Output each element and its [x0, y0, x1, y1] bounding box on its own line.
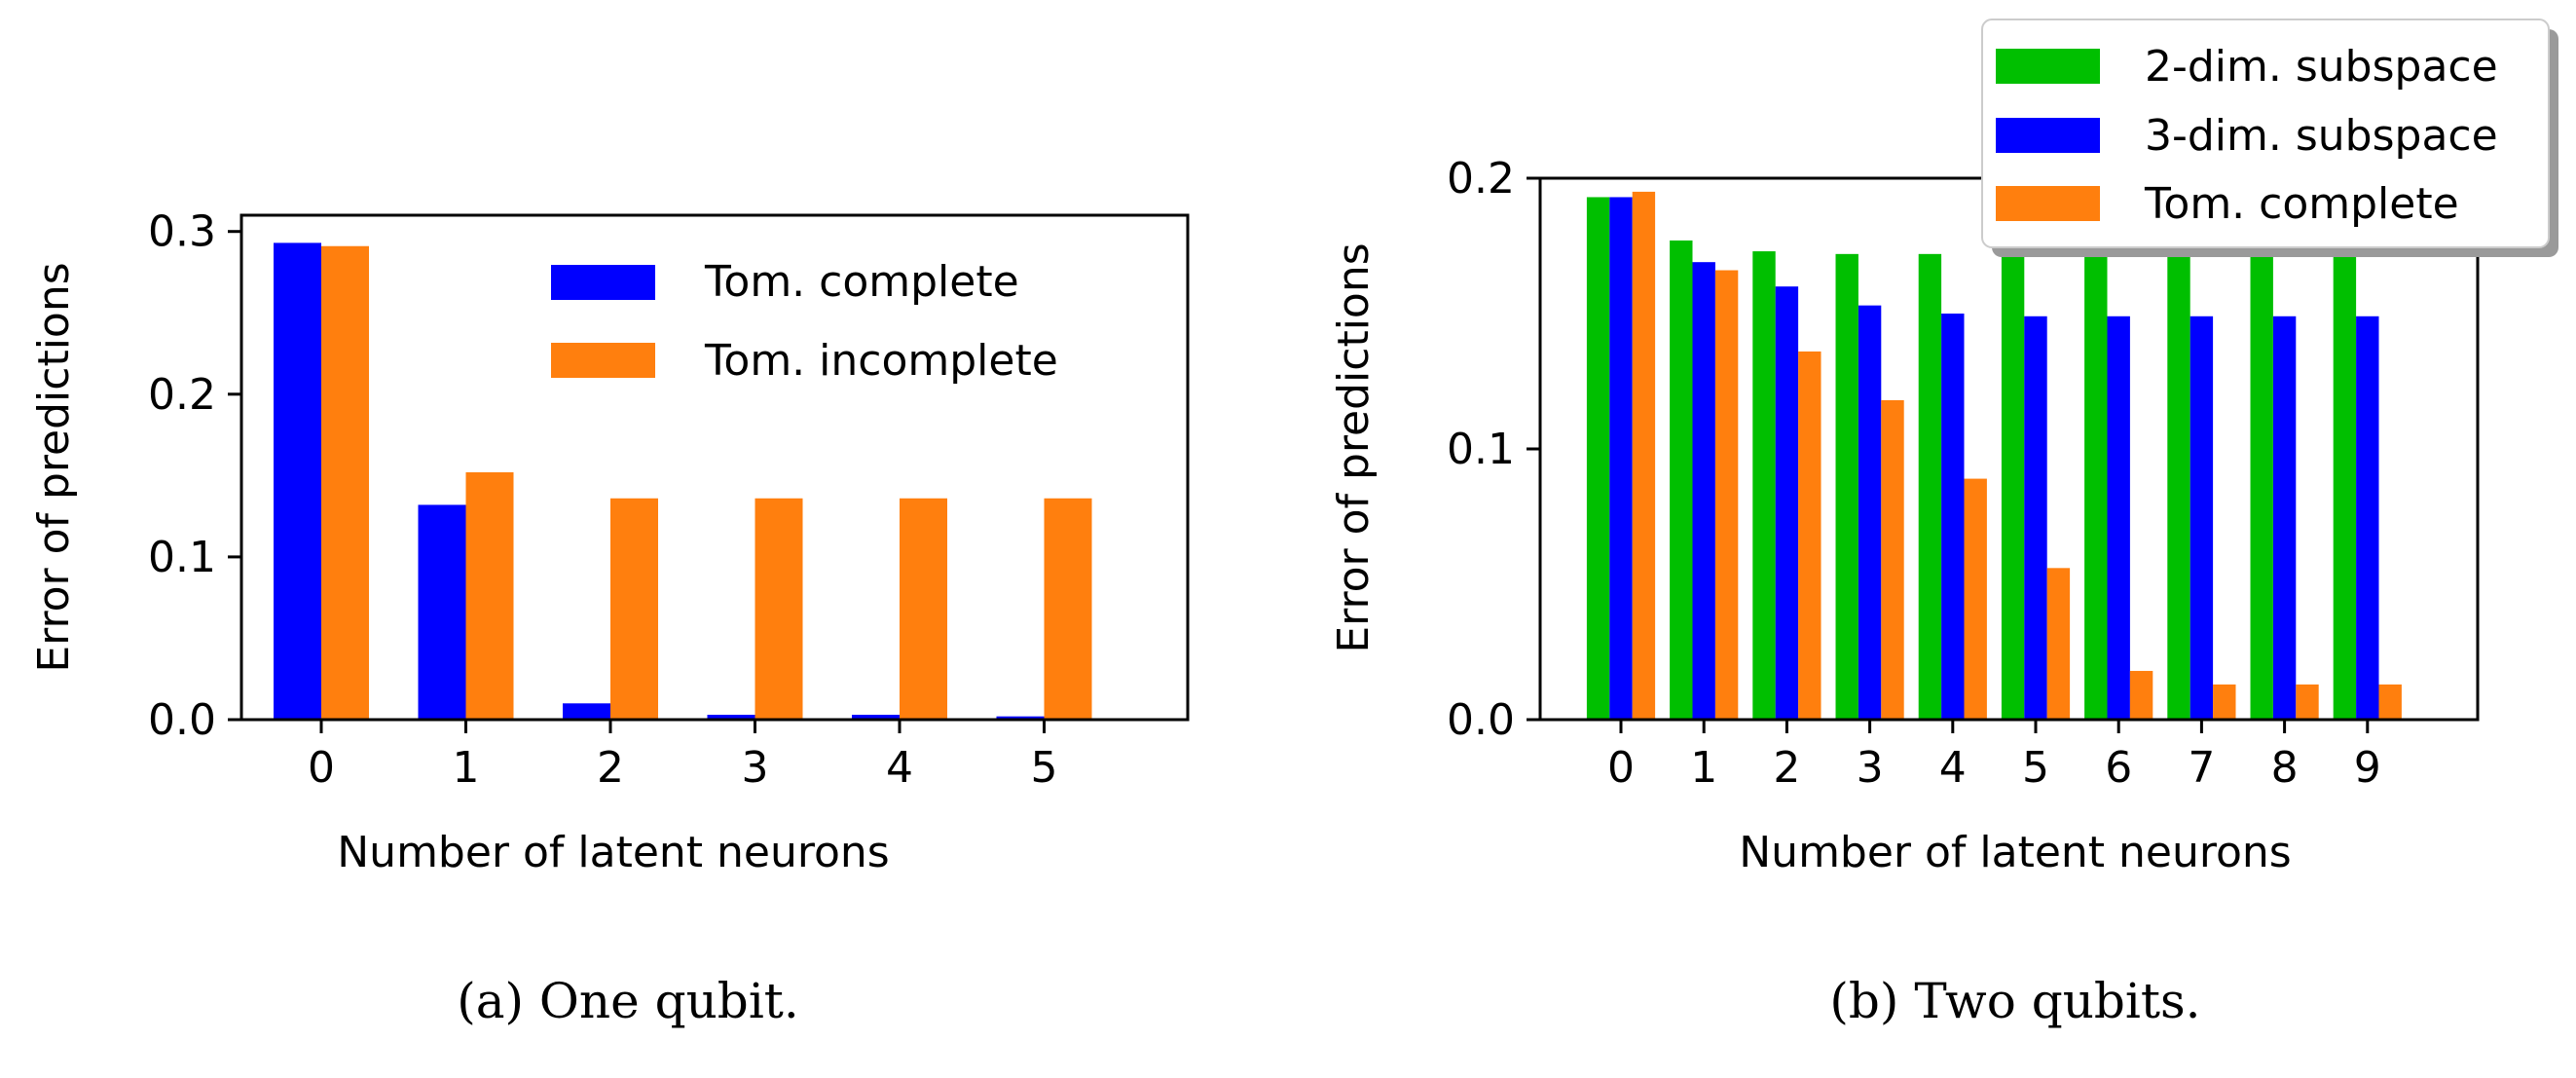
bar: [2024, 316, 2047, 720]
y-tick-label: 0.1: [148, 533, 216, 582]
x-tick-label: 2: [597, 743, 624, 793]
bar: [2356, 316, 2379, 720]
x-tick-label: 4: [886, 743, 913, 793]
bar: [2084, 253, 2108, 720]
bar: [852, 714, 900, 720]
legend-swatch: [551, 265, 655, 300]
x-tick-label: 1: [453, 743, 480, 793]
x-tick-label: 7: [2188, 743, 2215, 793]
tick-group: 0 1 2 3 4 5 6 7 8 9 0.0 0.1 0.2: [1447, 154, 2381, 793]
bar: [1586, 197, 1610, 720]
bar: [2107, 316, 2130, 720]
chart-panel-two-qubits: 0 1 2 3 4 5 6 7 8 9 0.0 0.1 0.2 Error of predictions…: [1329, 19, 2558, 1029]
bar: [1918, 253, 1942, 720]
bar: [2190, 316, 2214, 720]
bar: [707, 714, 755, 720]
bar: [900, 498, 947, 720]
bar: [2378, 684, 2402, 720]
x-axis-label: Number of latent neurons: [337, 828, 889, 877]
x-tick-label: 9: [2354, 743, 2381, 793]
bar: [996, 716, 1045, 720]
legend-entry-2dim: 2-dim. subspace: [2145, 42, 2498, 92]
bar: [465, 472, 514, 720]
bar: [1881, 399, 1904, 720]
bar: [2333, 253, 2357, 720]
bar: [1964, 478, 1987, 720]
x-tick-label: 4: [1939, 743, 1967, 793]
x-tick-label: 6: [2105, 743, 2132, 793]
plot-frame: [239, 213, 1190, 722]
bar: [1692, 262, 1715, 720]
bar: [2250, 253, 2273, 720]
bar: [1858, 305, 1882, 720]
legend: 2-dim. subspace 3-dim. subspace Tom. com…: [1981, 19, 2558, 257]
bar: [1044, 498, 1092, 720]
legend-swatch: [1996, 118, 2100, 153]
y-tick-label: 0.0: [1447, 695, 1515, 745]
legend-swatch: [551, 343, 655, 378]
y-tick-label: 0.3: [148, 207, 216, 257]
y-tick-label: 0.0: [148, 695, 216, 745]
bar: [1609, 197, 1633, 720]
x-tick-label: 2: [1773, 743, 1800, 793]
x-tick-label: 5: [1031, 743, 1058, 793]
bar: [2272, 316, 2297, 720]
x-tick-label: 1: [1690, 743, 1717, 793]
y-tick-label: 0.2: [1447, 154, 1515, 204]
x-tick-label: 0: [308, 743, 335, 793]
bar: [1798, 351, 1822, 720]
bar: [1835, 253, 1858, 720]
bar: [2296, 684, 2319, 720]
bar: [274, 242, 321, 720]
bar: [2129, 670, 2153, 720]
legend: Tom. complete Tom. incomplete: [551, 257, 1058, 386]
bar: [321, 245, 369, 720]
y-axis-label: Error of predictions: [1329, 242, 1379, 652]
x-tick-label: 3: [1857, 743, 1884, 793]
bar: [418, 504, 466, 720]
bar: [1775, 286, 1799, 720]
bar-group: [1586, 191, 2402, 720]
y-tick-label: 0.2: [148, 370, 216, 420]
legend-entry-tom-complete: Tom. complete: [2144, 179, 2459, 229]
x-tick-label: 0: [1607, 743, 1635, 793]
legend-entry-tom-incomplete: Tom. incomplete: [704, 336, 1058, 386]
bar: [1714, 270, 1739, 720]
legend-swatch: [1996, 186, 2100, 221]
bar: [1670, 240, 1693, 720]
legend-box: [1981, 19, 2550, 248]
legend-entry-3dim: 3-dim. subspace: [2145, 111, 2498, 161]
y-tick-label: 0.1: [1447, 425, 1515, 474]
x-axis-label: Number of latent neurons: [1739, 828, 2291, 877]
x-tick-label: 3: [742, 743, 769, 793]
x-tick-label: 8: [2271, 743, 2299, 793]
chart-panel-one-qubit: 0 1 2 3 4 50.00.10.20.3 Error of predictions …: [29, 207, 1190, 1029]
bar: [563, 703, 610, 720]
y-axis-label: Error of predictions: [29, 262, 79, 672]
bar: [1941, 314, 1965, 720]
legend-swatch: [1996, 49, 2100, 84]
bar: [754, 498, 803, 720]
bar: [2213, 684, 2236, 720]
bar: [610, 498, 658, 720]
bar-group: [274, 242, 1092, 720]
caption: (a) One qubit.: [457, 973, 799, 1029]
bar: [2167, 253, 2190, 720]
bar: [2046, 568, 2071, 720]
bar: [2001, 253, 2025, 720]
tick-group: 0 1 2 3 4 5 0.0 0.1 0.2 0.3: [148, 207, 1057, 793]
x-tick-label: 5: [2022, 743, 2049, 793]
bar: [1752, 251, 1776, 720]
legend-entry-tom-complete: Tom. complete: [704, 257, 1019, 307]
bar: [1632, 191, 1656, 720]
caption: (b) Two qubits.: [1829, 973, 2200, 1029]
